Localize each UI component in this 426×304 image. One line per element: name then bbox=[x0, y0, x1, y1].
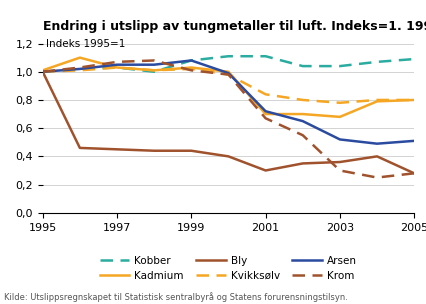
Text: Indeks 1995=1: Indeks 1995=1 bbox=[46, 39, 126, 49]
Legend: Kobber, Kadmium, Bly, Kvikksølv, Arsen, Krom: Kobber, Kadmium, Bly, Kvikksølv, Arsen, … bbox=[96, 252, 360, 285]
Text: Kilde: Utslippsregnskapet til Statistisk sentralbyrå og Statens forurensningstil: Kilde: Utslippsregnskapet til Statistisk… bbox=[4, 293, 347, 302]
Text: Endring i utslipp av tungmetaller til luft. Indeks=1. 1995-2005: Endring i utslipp av tungmetaller til lu… bbox=[43, 19, 426, 33]
